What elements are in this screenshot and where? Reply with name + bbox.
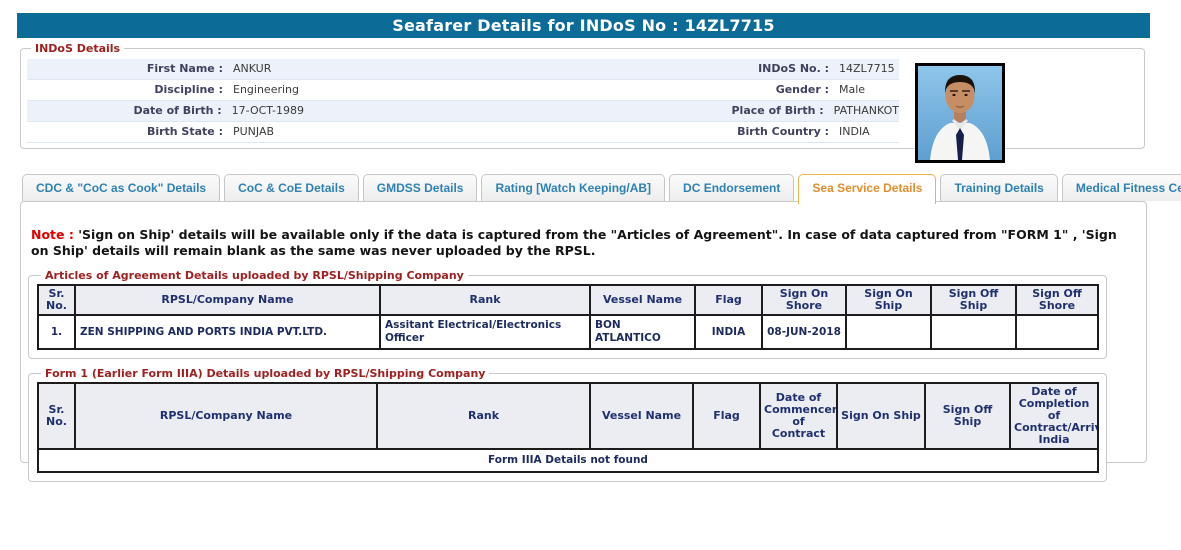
field-label: Gender : (775, 83, 829, 96)
cell-vessel-name: BON ATLANTICO (589, 314, 696, 350)
table-header-row: Sr. No. RPSL/Company Name Rank Vessel Na… (37, 284, 1099, 317)
table-header-row: Sr. No. RPSL/Company Name Rank Vessel Na… (37, 381, 1099, 451)
form-iiia-not-found-message: Form IIIA Details not found (37, 448, 1099, 474)
detail-row: Date of Birth : 17-OCT-1989 Place of Bir… (27, 101, 899, 122)
table-empty-row: Form IIIA Details not found (37, 448, 1099, 474)
tab-rating-watch-keeping-ab[interactable]: Rating [Watch Keeping/AB] (481, 174, 666, 201)
field-value: 14ZL7715 (839, 62, 895, 75)
sign-on-ship-note: Note : 'Sign on Ship' details will be av… (31, 227, 1118, 258)
tab-dc-endorsement[interactable]: DC Endorsement (669, 174, 795, 201)
column-header-flag: Flag (694, 284, 763, 317)
cell-sr-no: 1. (37, 314, 76, 350)
column-header-sign-off-ship: Sign Off Ship (924, 381, 1011, 451)
form1-section: Form 1 (Earlier Form IIIA) Details uploa… (28, 366, 1107, 483)
form1-legend: Form 1 (Earlier Form IIIA) Details uploa… (45, 366, 486, 380)
cell-sign-on-shore: 08-JUN-2018 (761, 314, 847, 350)
field-value: PATHANKOT (833, 104, 899, 117)
field-value: Male (839, 83, 866, 96)
cell-rank: Assitant Electrical/Electronics Officer (379, 314, 591, 350)
detail-row: First Name : ANKUR INDoS No. : 14ZL7715 (27, 59, 899, 80)
field-label: Discipline : (154, 83, 223, 96)
column-header-date-of-commencement: Date of Commencement of Contract (759, 381, 838, 451)
column-header-sign-off-ship: Sign Off Ship (930, 284, 1017, 317)
form1-table: Sr. No. RPSL/Company Name Rank Vessel Na… (37, 381, 1099, 474)
tab-sea-service-details[interactable]: Sea Service Details (798, 174, 937, 204)
note-text: 'Sign on Ship' details will be available… (31, 227, 1117, 258)
column-header-sign-on-ship: Sign On Ship (836, 381, 926, 451)
column-header-sign-on-ship: Sign On Ship (845, 284, 932, 317)
indos-details-section: INDoS Details First Name : ANKUR INDoS N… (20, 42, 1145, 163)
field-label: Date of Birth : (133, 104, 222, 117)
seafarer-photo (915, 63, 1005, 163)
details-tab-bar: CDC & "CoC as Cook" Details CoC & CoE De… (22, 174, 1181, 204)
column-header-flag: Flag (692, 381, 761, 451)
column-header-sign-off-shore: Sign Off Shore (1015, 284, 1099, 317)
field-label: Birth State : (146, 125, 223, 138)
detail-row: Discipline : Engineering Gender : Male (27, 80, 899, 101)
column-header-rpsl-company-name: RPSL/Company Name (74, 381, 378, 451)
tab-training-details[interactable]: Training Details (940, 174, 1058, 201)
seafarer-portrait-illustration (918, 66, 1002, 160)
column-header-rank: Rank (376, 381, 591, 451)
field-value: ANKUR (233, 62, 272, 75)
cell-sign-off-shore (1015, 314, 1099, 350)
articles-of-agreement-legend: Articles of Agreement Details uploaded b… (45, 269, 464, 283)
indos-details-rows: First Name : ANKUR INDoS No. : 14ZL7715 … (27, 59, 899, 143)
cell-sign-off-ship (930, 314, 1017, 350)
cell-sign-on-ship (845, 314, 932, 350)
field-label: INDoS No. : (758, 62, 829, 75)
tab-coc-coe-details[interactable]: CoC & CoE Details (224, 174, 359, 201)
note-label: Note : (31, 227, 74, 242)
field-value: 17-OCT-1989 (231, 104, 304, 117)
tab-cdc-coc-as-cook-details[interactable]: CDC & "CoC as Cook" Details (22, 174, 221, 201)
field-label: Place of Birth : (731, 104, 824, 117)
articles-of-agreement-section: Articles of Agreement Details uploaded b… (28, 269, 1107, 359)
sea-service-details-panel: Note : 'Sign on Ship' details will be av… (20, 201, 1147, 483)
field-label: First Name : (146, 62, 223, 75)
column-header-sr-no: Sr. No. (37, 284, 76, 317)
field-value: PUNJAB (233, 125, 275, 138)
column-header-rpsl-company-name: RPSL/Company Name (74, 284, 381, 317)
column-header-sr-no: Sr. No. (37, 381, 76, 451)
column-header-date-of-completion: Date of Completion of Contract/Arriving … (1009, 381, 1099, 451)
indos-details-legend: INDoS Details (35, 42, 121, 55)
articles-of-agreement-table: Sr. No. RPSL/Company Name Rank Vessel Na… (37, 284, 1099, 350)
column-header-sign-on-shore: Sign On Shore (761, 284, 847, 317)
column-header-rank: Rank (379, 284, 591, 317)
field-label: Birth Country : (737, 125, 829, 138)
table-row: 1. ZEN SHIPPING AND PORTS INDIA PVT.LTD.… (37, 314, 1099, 350)
cell-rpsl-company-name: ZEN SHIPPING AND PORTS INDIA PVT.LTD. (74, 314, 381, 350)
column-header-vessel-name: Vessel Name (589, 381, 694, 451)
column-header-vessel-name: Vessel Name (589, 284, 696, 317)
tab-gmdss-details[interactable]: GMDSS Details (362, 174, 478, 201)
cell-flag: INDIA (694, 314, 763, 350)
field-value: INDIA (839, 125, 870, 138)
page-title: Seafarer Details for INDoS No : 14ZL7715 (17, 13, 1150, 38)
field-value: Engineering (233, 83, 299, 96)
tab-medical-fitness-certificate[interactable]: Medical Fitness Certificate (1061, 174, 1181, 201)
detail-row: Birth State : PUNJAB Birth Country : IND… (27, 122, 899, 143)
